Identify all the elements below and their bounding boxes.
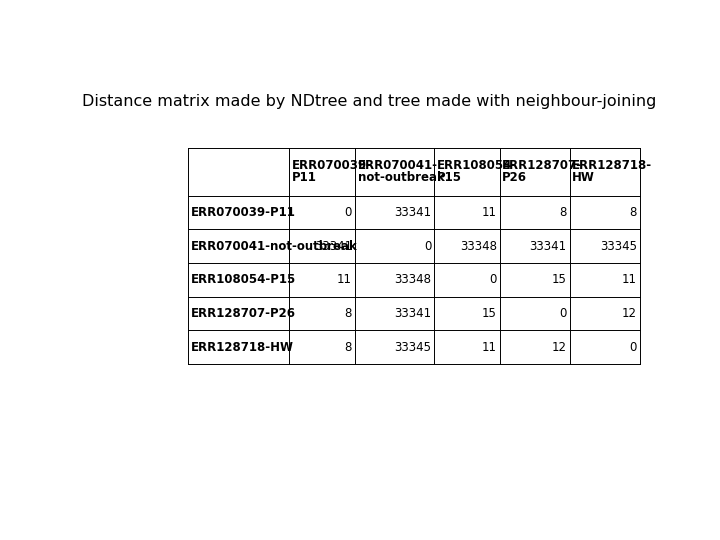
Text: Distance matrix made by NDtree and tree made with neighbour-joining: Distance matrix made by NDtree and tree …	[82, 94, 656, 109]
Text: ERR070041-not-outbreak: ERR070041-not-outbreak	[190, 240, 357, 253]
Text: 11: 11	[482, 206, 497, 219]
Text: ERR128707-P26: ERR128707-P26	[190, 307, 295, 320]
Text: 8: 8	[559, 206, 567, 219]
Text: HW: HW	[572, 171, 595, 185]
Text: ERR128718-HW: ERR128718-HW	[190, 341, 294, 354]
Text: P26: P26	[503, 171, 527, 185]
Text: ERR070039-: ERR070039-	[292, 159, 372, 172]
Text: 33341: 33341	[394, 307, 431, 320]
Text: 15: 15	[482, 307, 497, 320]
Text: ERR070041-: ERR070041-	[358, 159, 438, 172]
Text: ERR108054-P15: ERR108054-P15	[190, 273, 296, 286]
Text: 0: 0	[559, 307, 567, 320]
Text: 8: 8	[345, 341, 352, 354]
Text: 33341: 33341	[530, 240, 567, 253]
Text: 33341: 33341	[315, 240, 352, 253]
Text: 33348: 33348	[394, 273, 431, 286]
Text: ERR108054-: ERR108054-	[437, 159, 517, 172]
Text: 11: 11	[622, 273, 637, 286]
Text: 33341: 33341	[394, 206, 431, 219]
Text: 0: 0	[345, 206, 352, 219]
Text: ERR128718-: ERR128718-	[572, 159, 652, 172]
Text: ERR128707-: ERR128707-	[503, 159, 582, 172]
Text: 0: 0	[629, 341, 637, 354]
Text: 33345: 33345	[394, 341, 431, 354]
Text: 33348: 33348	[460, 240, 497, 253]
Text: 15: 15	[552, 273, 567, 286]
Text: 0: 0	[424, 240, 431, 253]
Text: 12: 12	[552, 341, 567, 354]
Text: 8: 8	[629, 206, 637, 219]
Text: P15: P15	[437, 171, 462, 185]
Text: 0: 0	[490, 273, 497, 286]
Text: not-outbreak: not-outbreak	[358, 171, 444, 185]
Text: P11: P11	[292, 171, 317, 185]
Text: ERR070039-P11: ERR070039-P11	[190, 206, 295, 219]
Text: 12: 12	[622, 307, 637, 320]
Text: 11: 11	[337, 273, 352, 286]
Text: 33345: 33345	[600, 240, 637, 253]
Text: 11: 11	[482, 341, 497, 354]
Text: 8: 8	[345, 307, 352, 320]
